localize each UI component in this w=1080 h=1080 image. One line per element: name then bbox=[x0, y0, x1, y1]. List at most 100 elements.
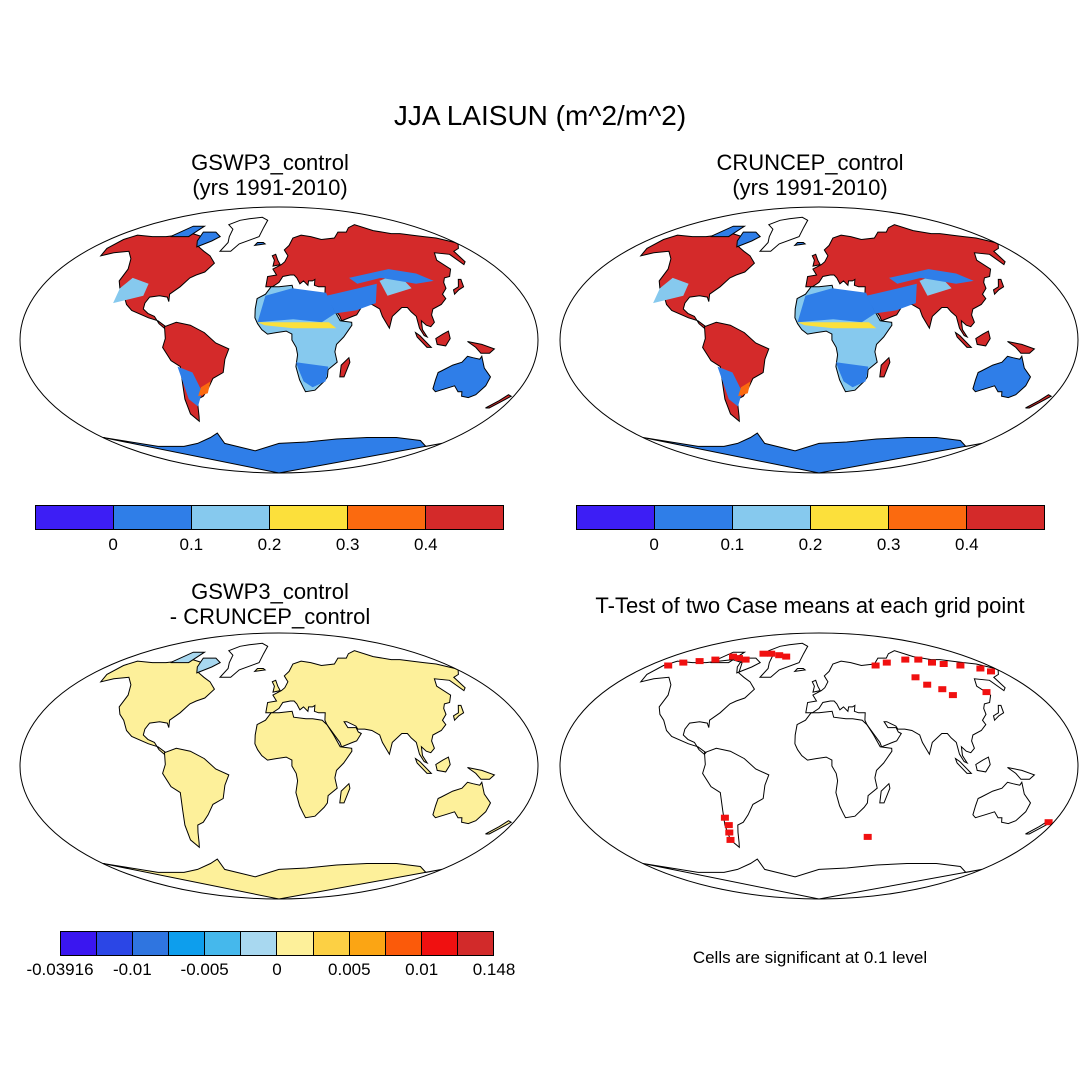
land-au bbox=[432, 781, 492, 825]
colorbar-swatch bbox=[192, 506, 270, 529]
land-an bbox=[642, 432, 982, 473]
significant-cell bbox=[729, 653, 737, 660]
significant-cell bbox=[724, 822, 733, 829]
map-ttest bbox=[559, 632, 1079, 900]
land-su bbox=[954, 331, 973, 348]
land-baf bbox=[736, 231, 762, 248]
field-patch bbox=[797, 288, 876, 323]
significant-cell bbox=[928, 659, 936, 666]
land-gr bbox=[218, 642, 269, 678]
land-mad bbox=[879, 356, 891, 378]
field-patch bbox=[379, 273, 412, 296]
field-patch bbox=[113, 277, 149, 304]
significant-cell bbox=[956, 662, 965, 669]
colorbar-tick-label: 0 bbox=[108, 535, 118, 554]
field-patch bbox=[836, 362, 869, 388]
land-bor bbox=[975, 330, 991, 347]
panel-title-gswp3: GSWP3_control (yrs 1991-2010) bbox=[120, 150, 420, 200]
land-mad bbox=[879, 782, 891, 804]
land-na bbox=[99, 659, 216, 755]
land-na bbox=[639, 233, 756, 329]
land-gr bbox=[218, 216, 269, 252]
significant-cell bbox=[871, 662, 880, 669]
colorbar-swatch bbox=[169, 932, 206, 955]
field-patch bbox=[717, 366, 743, 407]
colorbar-swatch bbox=[205, 932, 242, 955]
land-vic bbox=[710, 651, 747, 664]
significant-cell bbox=[976, 665, 985, 672]
colorbar-tick-label: 0.01 bbox=[405, 960, 439, 979]
significant-cell bbox=[948, 692, 957, 699]
field-patch bbox=[653, 277, 689, 304]
land-bor bbox=[975, 756, 991, 773]
land-gr bbox=[758, 642, 809, 678]
field-patch bbox=[889, 269, 974, 284]
land-baf bbox=[196, 231, 222, 248]
significant-cell bbox=[735, 655, 743, 662]
colorbar-swatch bbox=[426, 506, 503, 529]
land-au bbox=[432, 355, 492, 399]
land-nz bbox=[485, 820, 513, 835]
land-an bbox=[102, 858, 442, 899]
land-su bbox=[414, 757, 433, 774]
figure-title: JJA LAISUN (m^2/m^2) bbox=[393, 100, 687, 131]
panel-title-cruncep-line1: CRUNCEP_control bbox=[716, 150, 904, 175]
colorbar-tick-label: 0.2 bbox=[257, 535, 282, 554]
land-gr bbox=[758, 216, 809, 252]
land-sa bbox=[162, 747, 230, 849]
land-jp bbox=[452, 278, 465, 296]
significant-cell bbox=[882, 659, 891, 666]
significant-cell bbox=[726, 836, 735, 843]
field-patch bbox=[326, 283, 377, 314]
panel-title-diff: GSWP3_control - CRUNCEP_control bbox=[120, 579, 420, 629]
map-border bbox=[19, 206, 539, 474]
land-ng bbox=[467, 341, 496, 354]
land-su bbox=[954, 757, 973, 774]
colorbar-tick-label: 0 bbox=[272, 960, 282, 979]
land-su bbox=[414, 331, 433, 348]
map-border bbox=[559, 632, 1079, 900]
land-na bbox=[639, 659, 756, 755]
colorbar-tick-label: -0.03916 bbox=[26, 960, 94, 979]
colorbar-tick-label: 0 bbox=[649, 535, 659, 554]
land-ice bbox=[793, 242, 807, 247]
significant-cell bbox=[982, 689, 991, 696]
land-na bbox=[99, 233, 216, 329]
significant-cell bbox=[759, 650, 768, 657]
colorbar-swatch bbox=[270, 506, 348, 529]
land-an bbox=[642, 858, 982, 899]
colorbar-swatch bbox=[133, 932, 170, 955]
significant-cell bbox=[1044, 819, 1053, 826]
colorbar-swatch bbox=[655, 506, 733, 529]
land-uk bbox=[271, 253, 281, 267]
land-bor bbox=[435, 756, 451, 773]
land-uk bbox=[811, 679, 821, 693]
map-border bbox=[559, 206, 1079, 474]
panel-title-diff-line1: GSWP3_control bbox=[191, 579, 349, 604]
field-patch bbox=[797, 322, 877, 329]
colorbar-difference bbox=[60, 931, 494, 956]
significant-cell bbox=[775, 652, 784, 659]
colorbar-tick-label: 0.4 bbox=[414, 535, 438, 554]
land-ng bbox=[1007, 767, 1036, 780]
land-ice bbox=[793, 668, 807, 673]
land-ng bbox=[467, 767, 496, 780]
land-an bbox=[102, 432, 442, 473]
land-sa bbox=[162, 321, 230, 423]
map-border bbox=[19, 632, 539, 900]
land-baf bbox=[736, 657, 762, 674]
colorbar-tick-label: 0.3 bbox=[876, 535, 901, 554]
colorbar-cruncep bbox=[576, 505, 1045, 530]
significant-cell bbox=[901, 656, 910, 663]
panel-title-gswp3-line2: (yrs 1991-2010) bbox=[192, 175, 348, 200]
land-vic bbox=[170, 225, 207, 238]
land-nz bbox=[485, 394, 513, 409]
colorbar-swatch bbox=[733, 506, 811, 529]
map-land-layer bbox=[639, 642, 1053, 899]
land-ice bbox=[253, 668, 267, 673]
significant-cell bbox=[664, 662, 673, 669]
colorbar-gswp3 bbox=[35, 505, 504, 530]
colorbar-tick-label: -0.01 bbox=[112, 960, 152, 979]
colorbar-swatch bbox=[277, 932, 314, 955]
land-bor bbox=[435, 330, 451, 347]
